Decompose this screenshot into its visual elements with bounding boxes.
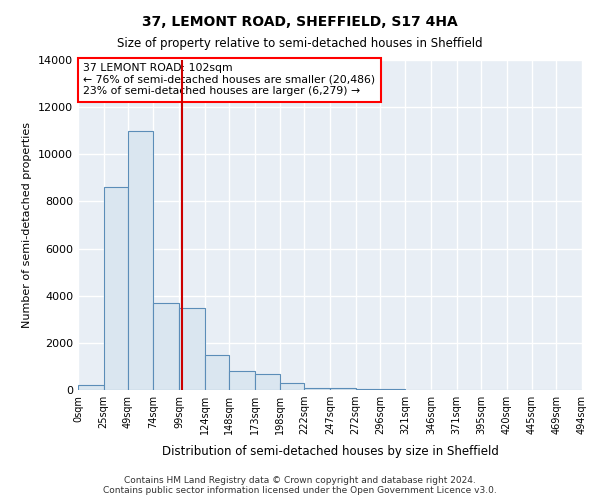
Bar xyxy=(380,389,406,390)
Bar xyxy=(330,388,356,390)
Bar xyxy=(304,388,330,390)
Bar xyxy=(128,130,154,390)
Bar xyxy=(254,374,280,390)
Bar xyxy=(104,188,128,390)
X-axis label: Distribution of semi-detached houses by size in Sheffield: Distribution of semi-detached houses by … xyxy=(161,446,499,458)
Text: Size of property relative to semi-detached houses in Sheffield: Size of property relative to semi-detach… xyxy=(117,38,483,51)
Bar xyxy=(229,371,254,390)
Bar xyxy=(78,386,104,390)
Bar xyxy=(356,389,380,390)
Text: Contains HM Land Registry data © Crown copyright and database right 2024.
Contai: Contains HM Land Registry data © Crown c… xyxy=(103,476,497,495)
Bar xyxy=(280,384,304,390)
Text: 37, LEMONT ROAD, SHEFFIELD, S17 4HA: 37, LEMONT ROAD, SHEFFIELD, S17 4HA xyxy=(142,15,458,29)
Bar xyxy=(179,308,205,390)
Bar xyxy=(205,354,229,390)
Text: 37 LEMONT ROAD: 102sqm
← 76% of semi-detached houses are smaller (20,486)
23% of: 37 LEMONT ROAD: 102sqm ← 76% of semi-det… xyxy=(83,64,375,96)
Bar xyxy=(154,303,179,390)
Y-axis label: Number of semi-detached properties: Number of semi-detached properties xyxy=(22,122,32,328)
